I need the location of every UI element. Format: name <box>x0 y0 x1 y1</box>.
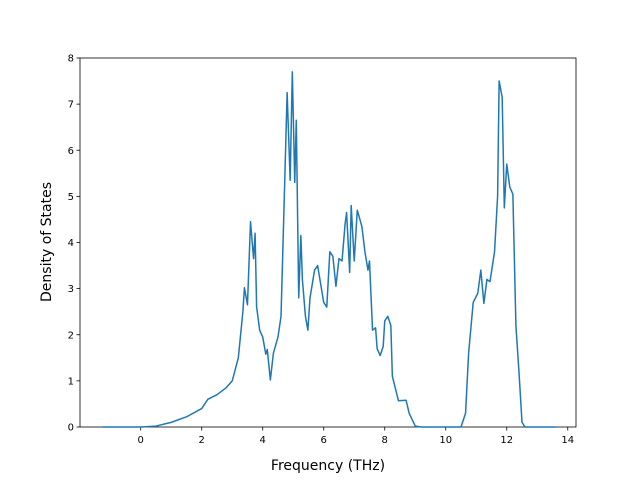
y-tick-label: 5 <box>68 192 74 203</box>
y-tick-label: 8 <box>68 54 74 65</box>
x-tick-label: 0 <box>138 435 144 446</box>
x-tick-label: 4 <box>260 435 266 446</box>
y-tick-label: 2 <box>68 330 74 341</box>
dos-line <box>102 71 556 428</box>
y-tick-label: 6 <box>68 146 74 157</box>
y-axis-label: Density of States <box>39 182 55 302</box>
x-tick-label: 12 <box>500 435 513 446</box>
y-tick-label: 4 <box>68 238 74 249</box>
x-tick-label: 8 <box>382 435 388 446</box>
x-axis-label: Frequency (THz) <box>271 458 385 474</box>
y-tick-label: 1 <box>68 376 74 387</box>
y-tick-label: 3 <box>68 284 74 295</box>
x-tick-label: 10 <box>439 435 452 446</box>
y-tick-label: 0 <box>68 423 74 434</box>
x-tick-label: 6 <box>321 435 327 446</box>
x-tick-label: 14 <box>561 435 574 446</box>
plot-frame <box>79 57 577 428</box>
x-tick-label: 2 <box>199 435 205 446</box>
y-tick-label: 7 <box>68 100 74 111</box>
